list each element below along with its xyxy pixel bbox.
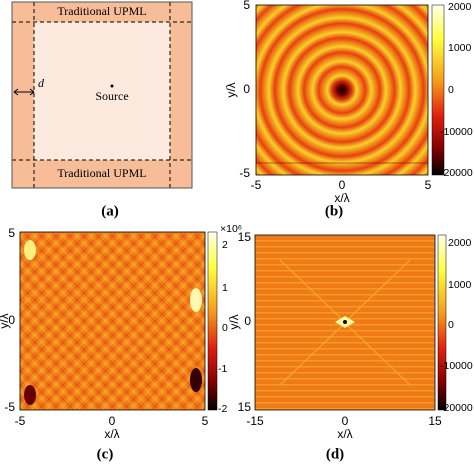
- panel-c: ×10⁶ 2 1 0 -1 -2 -5 0 5 x/λ 5 0 -5 y/λ (…: [0, 223, 242, 463]
- colorbar-tick-label: -10000: [440, 126, 473, 138]
- y-tick-label: 0: [243, 82, 250, 96]
- x-axis-label: x/λ: [337, 427, 352, 441]
- y-tick-label: 15: [238, 230, 252, 244]
- panel-a: Traditional UPML Traditional UPML d Sour…: [11, 1, 193, 219]
- x-tick-label: 0: [342, 414, 349, 428]
- x-tick-label: 15: [428, 414, 442, 428]
- y-axis-label: y/λ: [224, 82, 238, 97]
- x-axis-label: x/λ: [334, 191, 349, 205]
- y-tick-label: 0: [8, 313, 15, 327]
- colorbar-tick-label: -20000: [440, 167, 473, 179]
- colorbar-tick-label: 0: [448, 319, 454, 331]
- colorbar: [207, 231, 218, 411]
- colorbar-tick-label: 2: [222, 239, 228, 251]
- colorbar-tick-label: -10000: [440, 360, 473, 372]
- colorbar-tick-label: 1000: [448, 42, 472, 54]
- x-tick-label: 5: [202, 414, 209, 428]
- colorbar: [437, 234, 447, 411]
- source-label: Source: [95, 89, 128, 103]
- x-tick-label: 5: [425, 178, 432, 192]
- colorbar-tick-label: -2: [218, 403, 227, 415]
- d-label: d: [38, 76, 45, 90]
- colorbar-tick-label: -1: [218, 363, 227, 375]
- y-tick-label: -5: [239, 166, 250, 180]
- x-tick-label: -5: [15, 414, 26, 428]
- colorbar-tick-label: 0: [448, 84, 454, 96]
- colorbar-tick-label: 2000: [448, 237, 472, 249]
- colorbar-tick-label: 2000: [448, 1, 472, 13]
- colorbar-tick-label: -20000: [440, 402, 473, 414]
- colorbar: [431, 4, 445, 176]
- y-tick-label: 0: [244, 314, 251, 328]
- x-tick-label: 0: [109, 414, 116, 428]
- top-label: Traditional UPML: [57, 4, 146, 18]
- panel-label: (a): [101, 203, 119, 219]
- panel-label: (d): [326, 446, 344, 462]
- colorbar-tick-label: 0: [222, 322, 228, 334]
- x-tick-label: 0: [339, 178, 346, 192]
- panel-label: (b): [325, 203, 343, 219]
- bottom-label: Traditional UPML: [57, 166, 146, 180]
- x-tick-label: -15: [246, 414, 264, 428]
- colorbar-exponent: ×10⁶: [220, 223, 242, 235]
- y-tick-label: -5: [4, 400, 15, 414]
- y-tick-label: 15: [238, 400, 252, 414]
- panel-d: 2000 1000 0 -10000 -20000 -15 0 15 x/λ 1…: [227, 230, 473, 462]
- y-axis-label: y/λ: [0, 313, 11, 328]
- computation-region: [34, 22, 170, 160]
- x-tick-label: -5: [251, 178, 262, 192]
- colorbar-tick-label: 1000: [448, 279, 472, 291]
- y-tick-label: 5: [243, 0, 250, 12]
- colorbar-tick-label: 1: [222, 282, 228, 294]
- panel-label: (c): [97, 446, 114, 462]
- y-tick-label: 5: [8, 226, 15, 240]
- panel-b: -5 0 5 x/λ 5 0 -5 y/λ 2000 1000 0 -10000…: [224, 0, 473, 219]
- x-axis-label: x/λ: [104, 427, 119, 441]
- y-axis-label: y/λ: [227, 314, 241, 329]
